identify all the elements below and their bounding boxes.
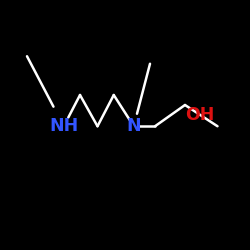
Text: NH: NH xyxy=(49,117,78,135)
Text: N: N xyxy=(126,117,141,135)
Text: OH: OH xyxy=(185,106,215,124)
